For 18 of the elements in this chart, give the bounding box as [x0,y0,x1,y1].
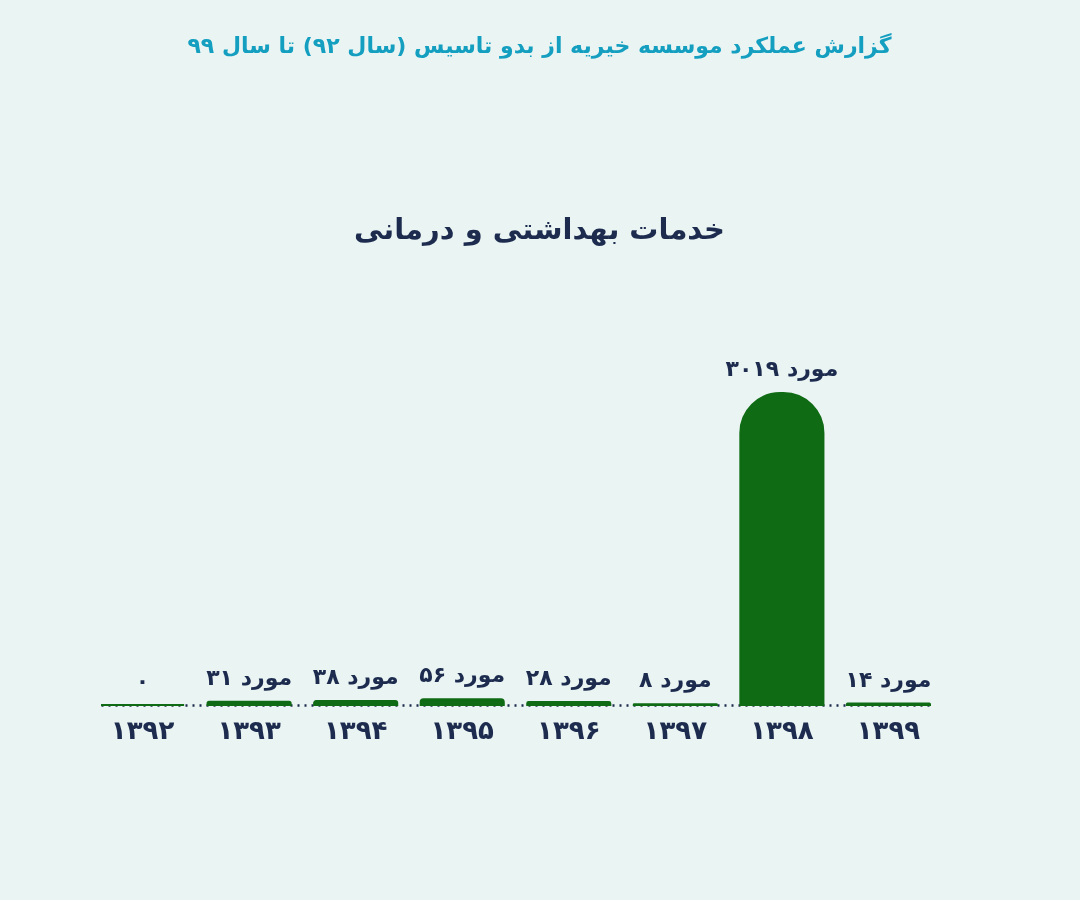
x-tick-label: ۱۳۹۹ [856,714,921,745]
data-label: ۰ [135,668,150,693]
x-tick-label: ۱۳۹۳ [217,714,281,745]
data-label: ۳۰۱۹ مورد [725,356,839,382]
data-label: ۲۸ مورد [525,665,612,692]
data-label: ۱۴ مورد [845,666,932,693]
data-label: ۳۱ مورد [206,664,293,691]
x-tick-label: ۱۳۹۴ [323,714,388,745]
data-label: ۵۶ مورد [419,662,506,689]
chart-title: گزارش عملکرد موسسه خیریه از بدو تاسیس (سال ۹۲) تا سال ۹۹ [187,32,892,59]
chart-subtitle: خدمات بهداشتی و درمانی [353,212,726,246]
data-label: ۳۸ مورد [312,664,399,691]
x-tick-label: ۱۳۹۵ [430,714,495,745]
x-tick-label: ۱۳۹۶ [537,714,601,745]
data-label: ۸ مورد [639,667,712,694]
x-tick-label: ۱۳۹۷ [643,714,708,745]
x-tick-label: ۱۳۹۸ [750,714,814,745]
x-tick-label: ۱۳۹۲ [110,714,175,745]
